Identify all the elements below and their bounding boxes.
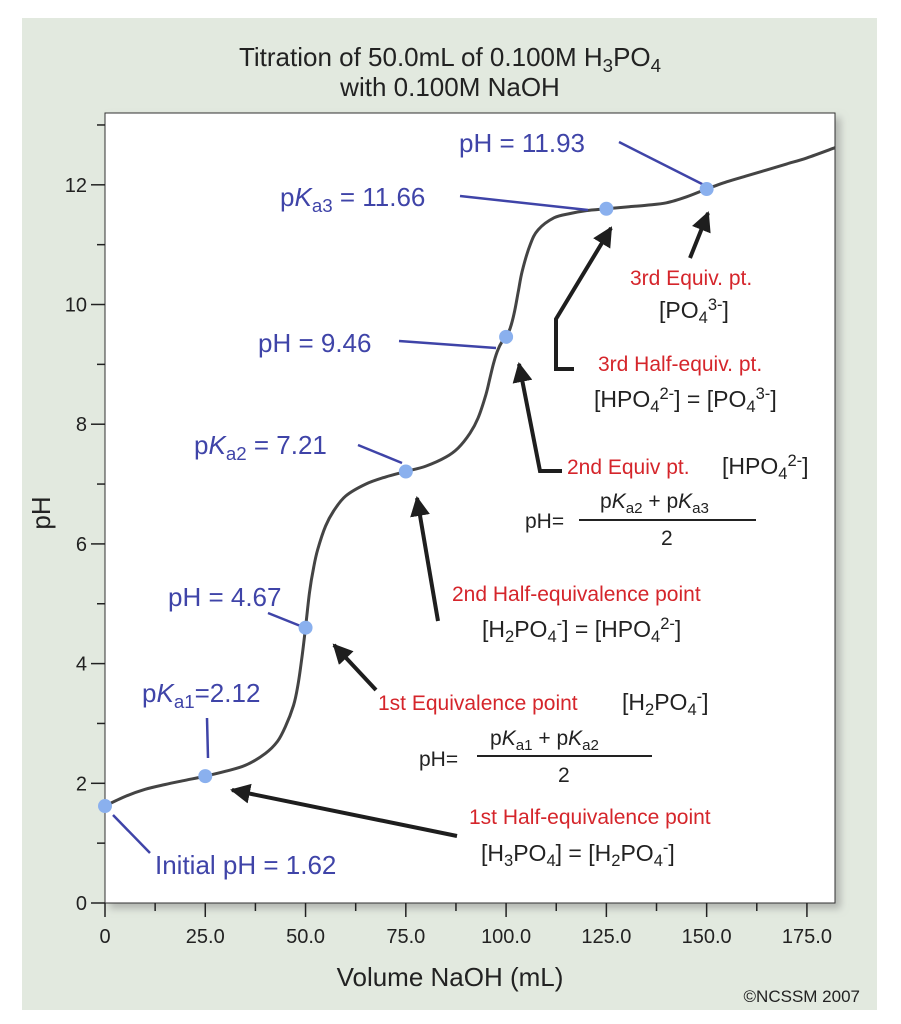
second-equiv-num: pKa2 + pKa3 [600, 490, 709, 517]
third-half-formula: [HPO42-] = [PO43-] [594, 384, 777, 416]
key-point [398, 464, 413, 479]
y-tick-label: 8 [76, 414, 87, 436]
key-point [699, 182, 714, 197]
chart-title-line1: Titration of 50.0mL of 0.100M H3PO4 [239, 42, 661, 76]
first-equiv-title: 1st Equivalence point [378, 692, 578, 715]
label-pka1: pKa1=2.12 [142, 678, 260, 712]
leader-ph467 [267, 611, 304, 629]
label-pka2: pKa2 = 7.21 [194, 430, 327, 464]
key-point [198, 769, 213, 784]
second-equiv-ph: pH= [525, 510, 564, 533]
second-equiv-den: 2 [661, 527, 673, 550]
x-axis-label: Volume NaOH (mL) [337, 962, 564, 992]
key-points [98, 182, 714, 814]
first-equiv-ph: pH= [419, 748, 458, 771]
key-point [599, 201, 614, 216]
y-tick-label: 2 [76, 773, 87, 795]
arrow-third-equiv [688, 211, 711, 259]
arrows [230, 211, 711, 838]
key-point [499, 329, 514, 344]
x-tick-label: 75.0 [386, 926, 425, 948]
second-half-title: 2nd Half-equivalence point [452, 583, 701, 606]
third-half-title: 3rd Half-equiv. pt. [598, 353, 762, 376]
label-leaders [112, 140, 707, 854]
first-equiv-num: pKa1 + pKa2 [490, 727, 599, 754]
x-tick-label: 50.0 [286, 926, 325, 948]
arrow-first-half [230, 783, 458, 838]
titration-chart: Titration of 50.0mL of 0.100M H3PO4 with… [26, 42, 860, 1006]
titration-curve [104, 146, 836, 808]
arrow-second-half [410, 496, 440, 622]
axes: 0 2 4 6 8 10 12 0 25.0 50.0 75.0 100.0 125.0 150.0 175… [65, 124, 832, 948]
plot-area [104, 112, 836, 904]
leader-pka2 [357, 443, 403, 465]
leader-pka1 [205, 717, 210, 759]
y-tick-label: 0 [76, 893, 87, 915]
second-half-formula: [H2PO4-] = [HPO42-] [482, 614, 681, 646]
arrow-second-equiv [512, 362, 562, 473]
label-initial-ph: Initial pH = 1.62 [155, 850, 336, 880]
label-ph-467: pH = 4.67 [168, 582, 281, 612]
key-point [298, 620, 313, 635]
label-ph-946: pH = 9.46 [258, 328, 371, 358]
y-tick-label: 4 [76, 654, 87, 676]
second-equiv-species: [HPO42-] [722, 451, 809, 483]
x-tick-label: 150.0 [682, 926, 732, 948]
arrow-third-half [554, 226, 613, 371]
x-tick-label: 125.0 [581, 926, 631, 948]
x-tick-label: 25.0 [186, 926, 225, 948]
first-equiv-den: 2 [558, 764, 570, 787]
second-equiv-title: 2nd Equiv pt. [567, 456, 690, 479]
x-tick-label: 175.0 [782, 926, 832, 948]
first-half-title: 1st Half-equivalence point [469, 806, 711, 829]
leader-initial [112, 814, 151, 854]
arrow-first-equiv [332, 643, 378, 692]
leader-ph1193 [618, 140, 707, 188]
y-tick-label: 10 [65, 295, 87, 317]
label-ph-1193: pH = 11.93 [459, 128, 585, 158]
leader-pka3 [459, 194, 589, 212]
chart-title-line2: with 0.100M NaOH [339, 72, 560, 102]
third-equiv-title: 3rd Equiv. pt. [630, 267, 752, 290]
y-tick-label: 6 [76, 534, 87, 556]
first-half-formula: [H3PO4] = [H2PO4-] [481, 838, 675, 870]
key-point [98, 799, 112, 814]
first-equiv-species: [H2PO4-] [622, 687, 709, 719]
y-axis-label: pH [26, 496, 56, 529]
copyright: ©NCSSM 2007 [744, 987, 860, 1006]
leader-ph946 [398, 339, 497, 350]
x-tick-label: 0 [99, 926, 110, 948]
x-tick-label: 100.0 [481, 926, 531, 948]
label-pka3: pKa3 = 11.66 [280, 182, 425, 216]
chart-frame: Titration of 50.0mL of 0.100M H3PO4 with… [22, 18, 877, 1010]
y-tick-label: 12 [65, 175, 87, 197]
